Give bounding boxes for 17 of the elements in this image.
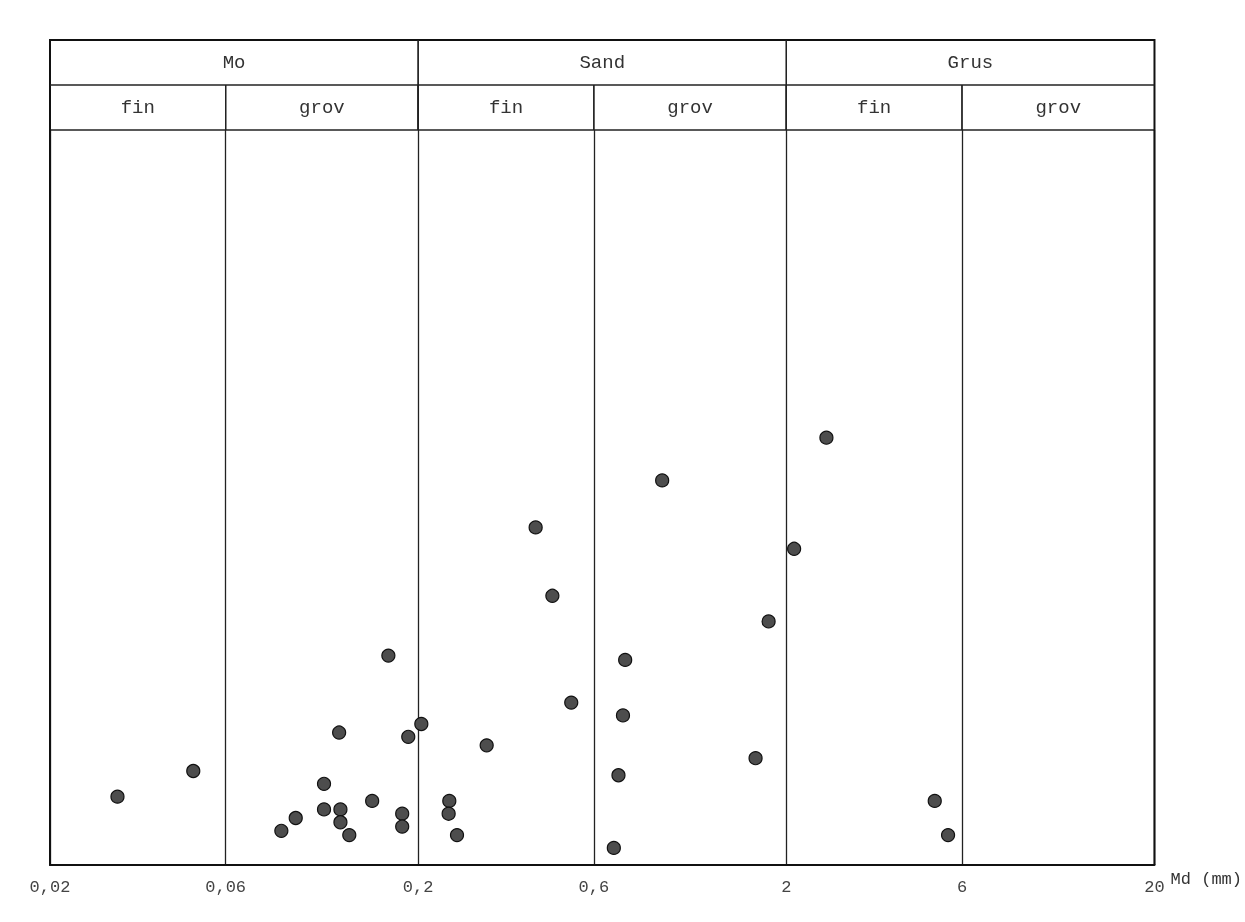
x-tick-label: 0,02 (29, 878, 71, 897)
text: fin (488, 96, 524, 119)
text: grov (1035, 96, 1082, 119)
x-axis-title: Md (mm) (1170, 869, 1243, 889)
x-tick-label: 0,2 (402, 878, 434, 897)
text: fin (120, 96, 155, 119)
text: Mo (222, 51, 246, 74)
text: Sand (579, 51, 626, 74)
text: grov (667, 96, 713, 119)
x-tick-label: 6 (956, 878, 968, 897)
text: grov (299, 96, 345, 119)
text: Grus (947, 51, 994, 74)
x-tick-label: 0,6 (578, 878, 610, 897)
x-tick-label: 2 (781, 878, 792, 897)
text: fin (857, 96, 892, 119)
x-tick-label: 20 (1144, 878, 1165, 897)
x-tick-label: 0,06 (205, 878, 247, 897)
